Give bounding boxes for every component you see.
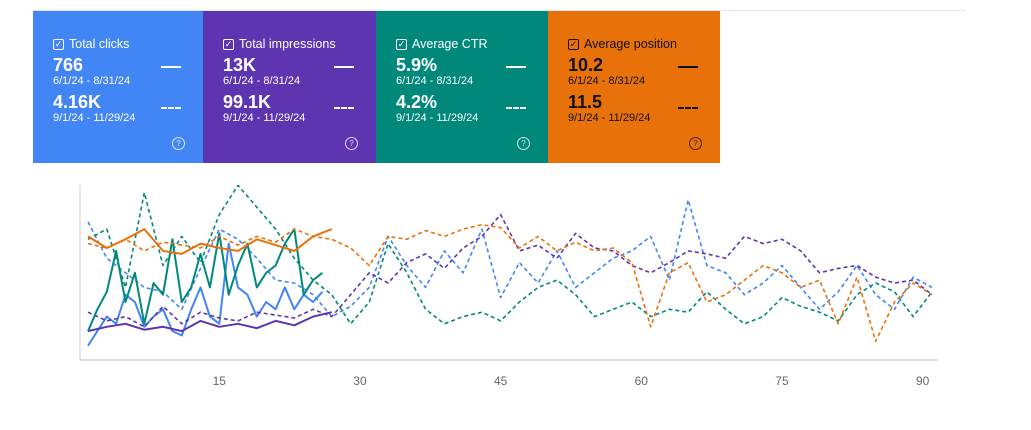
dashed-line-legend-icon [506,107,526,109]
card-value-current: 13K [223,55,257,75]
card-value-compare: 99.1K [223,92,272,112]
card-total-impressions[interactable]: ✓ Total impressions 13K 6/1/24 - 8/31/24… [203,11,376,163]
series-line-3[interactable] [87,213,933,328]
x-tick-label: 15 [213,374,227,388]
card-range-current: 6/1/24 - 8/31/24 [223,75,301,87]
series-line-7[interactable] [87,223,933,343]
card-label: Total clicks [69,37,130,51]
card-range-compare: 9/1/24 - 11/29/24 [53,112,136,124]
card-header[interactable]: ✓ Average CTR [396,36,548,52]
checkbox-checked-icon[interactable]: ✓ [568,38,579,50]
x-tick-label: 90 [916,374,930,388]
card-value-compare: 4.16K [53,92,102,112]
series-line-1[interactable] [87,199,933,318]
checkbox-checked-icon[interactable]: ✓ [53,38,64,50]
series-line-2[interactable] [87,311,333,333]
x-tick-label: 75 [775,374,789,388]
card-average-position[interactable]: ✓ Average position 10.2 6/1/24 - 8/31/24… [548,11,720,163]
help-icon[interactable]: ? [689,137,702,150]
x-tick-label: 45 [494,374,508,388]
card-range-compare: 9/1/24 - 11/29/24 [568,112,651,124]
card-range-compare: 9/1/24 - 11/29/24 [396,112,479,124]
series-line-5[interactable] [87,185,933,325]
card-value-current: 766 [53,55,84,75]
help-icon[interactable]: ? [517,137,530,150]
card-range-current: 6/1/24 - 8/31/24 [568,75,646,87]
card-label: Average position [584,37,677,51]
card-range-compare: 9/1/24 - 11/29/24 [223,112,306,124]
solid-line-legend-icon [506,66,526,68]
card-average-ctr[interactable]: ✓ Average CTR 5.9% 6/1/24 - 8/31/24 4.2%… [376,11,548,163]
solid-line-legend-icon [334,66,354,68]
card-value-compare: 11.5 [568,92,603,112]
x-tick-label: 30 [353,374,367,388]
solid-line-legend-icon [678,66,698,68]
performance-line-chart[interactable]: 15 30 45 60 75 90 [70,185,950,395]
tick-layer: 15 30 45 60 75 90 [213,374,930,388]
metric-cards: ✓ Total clicks 766 6/1/24 - 8/31/24 4.16… [33,11,720,163]
top-divider [34,10,966,11]
dashed-line-legend-icon [334,107,354,109]
series-line-6[interactable] [87,228,333,255]
card-value-current: 5.9% [396,55,438,75]
solid-line-legend-icon [161,66,181,68]
card-range-current: 6/1/24 - 8/31/24 [396,75,474,87]
dashed-line-legend-icon [678,107,698,109]
series-layer [87,185,933,347]
checkbox-checked-icon[interactable]: ✓ [396,38,407,50]
card-header[interactable]: ✓ Average position [568,36,720,52]
x-tick-label: 60 [635,374,649,388]
card-value-current: 10.2 [568,55,604,75]
card-total-clicks[interactable]: ✓ Total clicks 766 6/1/24 - 8/31/24 4.16… [33,11,203,163]
checkbox-checked-icon[interactable]: ✓ [223,38,234,50]
dashed-line-legend-icon [161,107,181,109]
card-label: Total impressions [239,37,336,51]
help-icon[interactable]: ? [172,137,185,150]
card-header[interactable]: ✓ Total clicks [53,36,203,52]
card-range-current: 6/1/24 - 8/31/24 [53,75,131,87]
card-header[interactable]: ✓ Total impressions [223,36,376,52]
help-icon[interactable]: ? [345,137,358,150]
card-label: Average CTR [412,37,488,51]
card-value-compare: 4.2% [396,92,438,112]
